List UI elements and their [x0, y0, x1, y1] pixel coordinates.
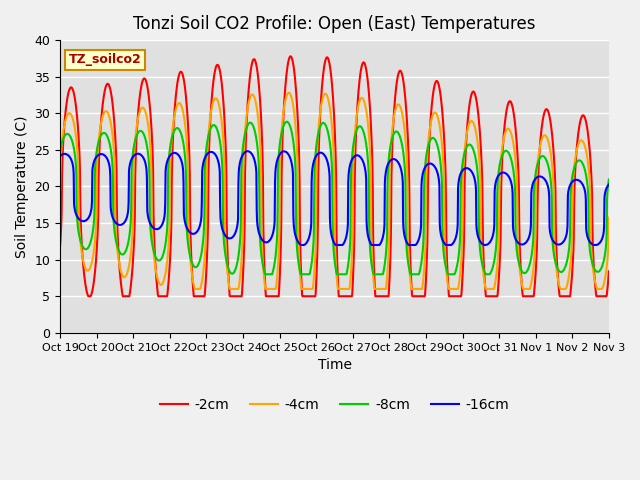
-4cm [290, 106, 298, 112]
-8cm [290, 142, 298, 147]
-16cm [605, 181, 612, 187]
-8cm [301, 271, 309, 277]
-16cm [301, 241, 309, 247]
-4cm [191, 286, 198, 292]
-2cm [311, 293, 319, 299]
-2cm [84, 293, 92, 299]
-8cm [605, 177, 612, 182]
-8cm [369, 270, 377, 276]
-16cm [244, 148, 252, 154]
-2cm [99, 99, 107, 105]
-8cm [99, 131, 106, 136]
-4cm [121, 274, 129, 280]
X-axis label: Time: Time [317, 358, 351, 372]
-2cm [122, 293, 129, 299]
Legend: -2cm, -4cm, -8cm, -16cm: -2cm, -4cm, -8cm, -16cm [154, 393, 515, 418]
-16cm [56, 153, 64, 159]
Title: Tonzi Soil CO2 Profile: Open (East) Temperatures: Tonzi Soil CO2 Profile: Open (East) Temp… [133, 15, 536, 33]
Line: -2cm: -2cm [60, 56, 609, 296]
-4cm [311, 260, 319, 265]
-4cm [285, 90, 292, 96]
-16cm [121, 219, 129, 225]
-4cm [301, 286, 309, 292]
-8cm [121, 250, 129, 255]
-4cm [369, 272, 377, 278]
Line: -4cm: -4cm [60, 93, 609, 289]
-4cm [56, 187, 64, 193]
-16cm [369, 242, 377, 248]
-16cm [311, 156, 319, 161]
-2cm [369, 235, 377, 240]
Text: TZ_soilco2: TZ_soilco2 [68, 53, 141, 66]
-8cm [283, 119, 291, 125]
Y-axis label: Soil Temperature (C): Soil Temperature (C) [15, 115, 29, 258]
-4cm [605, 215, 612, 220]
-16cm [298, 242, 305, 248]
-2cm [605, 268, 612, 274]
-8cm [311, 159, 319, 165]
Line: -8cm: -8cm [60, 122, 609, 274]
-2cm [56, 243, 64, 249]
-8cm [56, 148, 64, 154]
-16cm [99, 151, 106, 157]
Line: -16cm: -16cm [60, 151, 609, 245]
-4cm [99, 114, 106, 120]
-8cm [261, 271, 269, 277]
-2cm [287, 53, 294, 59]
-16cm [289, 212, 297, 218]
-2cm [290, 64, 298, 70]
-2cm [301, 293, 309, 299]
